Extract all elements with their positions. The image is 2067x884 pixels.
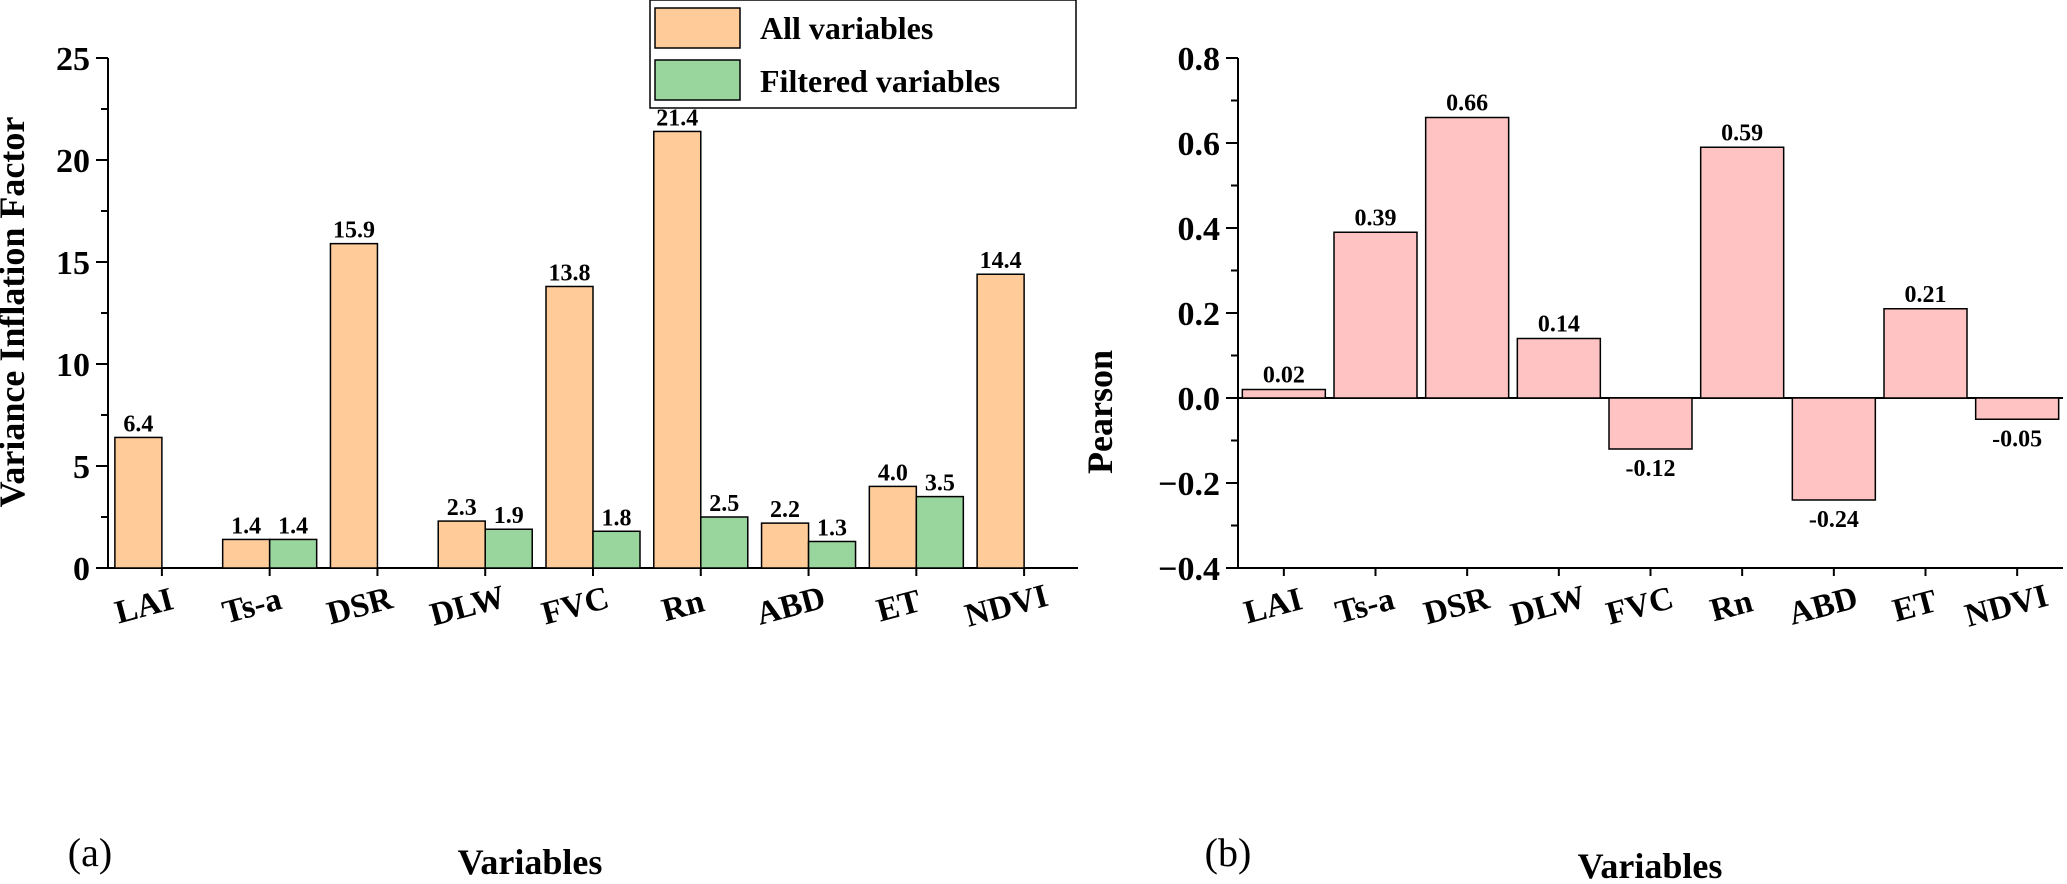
bar-pearson-label: 0.59	[1721, 120, 1763, 146]
bar-pearson	[1791, 397, 1877, 501]
panel-a-category-label: DLW	[426, 579, 509, 633]
bar-pearson-label: 0.14	[1538, 312, 1580, 338]
panel-a-category-label: NDVI	[961, 578, 1052, 635]
panel-a-ytick-label: 25	[56, 41, 90, 78]
panel-b-ytick-label: 0.0	[1178, 381, 1221, 418]
panel-a-category-label: ABD	[753, 580, 830, 633]
panel-b-category-label: DSR	[1420, 580, 1494, 632]
bar-filtered-variables-label: 1.8	[602, 505, 632, 531]
panel-b-category-label: FVC	[1602, 580, 1677, 632]
bar-all-variables-label: 13.8	[549, 260, 591, 286]
bar-filtered-variables	[484, 528, 533, 569]
bar-pearson	[1516, 337, 1602, 399]
panel-a-ytick-label: 5	[73, 449, 90, 486]
panel-a-category-label: FVC	[538, 580, 613, 632]
bar-all-variables	[760, 522, 810, 569]
bar-pearson-label: 0.66	[1446, 91, 1488, 117]
bar-all-variables-label: 1.4	[231, 513, 261, 539]
legend-label-all: All variables	[760, 10, 933, 46]
panel-b-category-label: DLW	[1507, 579, 1590, 633]
panel-b-category-label: Ts-a	[1332, 581, 1399, 631]
panel-b-ytick-label: 0.4	[1178, 211, 1221, 248]
panel-a-ytick-label: 20	[56, 143, 90, 180]
panel-a-category-label: Ts-a	[219, 581, 286, 631]
bar-all-variables-label: 4.0	[878, 460, 908, 486]
panel-b-category-label: Rn	[1707, 583, 1757, 629]
legend: All variables Filtered variables	[649, 0, 1077, 109]
bar-pearson	[1424, 116, 1510, 399]
bar-pearson-label: -0.12	[1626, 456, 1676, 482]
bar-pearson-label: 0.02	[1263, 363, 1305, 389]
panel-b-category-label: LAI	[1240, 581, 1306, 631]
bar-pearson	[1333, 231, 1418, 399]
bar-all-variables	[437, 520, 486, 569]
bar-pearson-label: 0.21	[1905, 282, 1947, 308]
bar-filtered-variables-label: 3.5	[925, 471, 955, 497]
bar-filtered-variables-label: 1.9	[494, 503, 524, 529]
legend-swatch-all	[654, 7, 741, 49]
panel-a-ytick-label: 10	[56, 347, 90, 384]
bar-all-variables	[653, 130, 702, 569]
bar-filtered-variables	[268, 538, 318, 569]
bar-pearson	[1883, 308, 1968, 399]
bar-filtered-variables	[592, 530, 641, 569]
bar-pearson	[1241, 388, 1327, 399]
bar-pearson	[1974, 397, 2060, 420]
panel-b-category-label: ABD	[1785, 580, 1862, 633]
bar-pearson-label: -0.24	[1809, 507, 1859, 533]
panel-a-category-label: DSR	[323, 580, 397, 632]
bar-filtered-variables	[915, 495, 965, 569]
panel-a-category-label: LAI	[111, 581, 177, 631]
bar-pearson	[1608, 397, 1693, 450]
panel-b-ylabel: Pearson	[1080, 350, 1120, 474]
bar-filtered-variables-label: 1.4	[278, 513, 308, 539]
bar-pearson-label: 0.39	[1355, 205, 1397, 231]
panel-a-ytick-label: 15	[56, 245, 90, 282]
bar-filtered-variables	[700, 516, 749, 569]
bar-all-variables-label: 15.9	[333, 218, 375, 244]
bar-pearson-label: -0.05	[1992, 426, 2042, 452]
bar-all-variables	[329, 242, 379, 569]
bar-filtered-variables-label: 2.5	[709, 491, 739, 517]
panel-b-xlabel: Variables	[1578, 846, 1723, 879]
panel-b-ytick-label: 0.2	[1178, 296, 1221, 333]
panel-b-ytick-label: 0.8	[1178, 41, 1221, 78]
panel-b-ytick-label: 0.6	[1178, 126, 1221, 163]
bar-all-variables	[545, 285, 594, 569]
panel-a-ylabel: Variance Inflation Factor	[0, 117, 32, 508]
bar-all-variables	[221, 538, 271, 569]
bar-all-variables	[976, 273, 1025, 569]
bar-filtered-variables-label: 1.3	[817, 515, 847, 541]
panel-b-ytick-label: −0.2	[1158, 466, 1220, 503]
panel-a-xlabel: Variables	[458, 842, 603, 879]
bar-all-variables-label: 6.4	[123, 411, 153, 437]
bar-pearson	[1699, 146, 1785, 399]
panel-a-category-label: Rn	[658, 583, 708, 629]
bar-all-variables-label: 2.3	[447, 495, 477, 521]
bar-all-variables-label: 2.2	[770, 497, 800, 523]
panel-a-label: (a)	[68, 830, 112, 875]
panel-a-category-label: ET	[873, 583, 925, 629]
bar-filtered-variables	[807, 540, 857, 569]
panel-b-category-label: NDVI	[1961, 578, 2052, 635]
bar-all-variables-label: 21.4	[656, 105, 698, 131]
panel-a-ytick-label: 0	[73, 551, 90, 588]
bar-all-variables	[114, 436, 163, 569]
panel-b-category-label: ET	[1889, 583, 1941, 629]
bar-all-variables-label: 14.4	[980, 248, 1022, 274]
legend-label-filtered: Filtered variables	[760, 63, 1000, 99]
bar-all-variables	[868, 485, 918, 569]
panel-b-ytick-label: −0.4	[1158, 551, 1220, 588]
panel-b-label: (b)	[1205, 830, 1252, 875]
legend-swatch-filtered	[654, 59, 741, 101]
